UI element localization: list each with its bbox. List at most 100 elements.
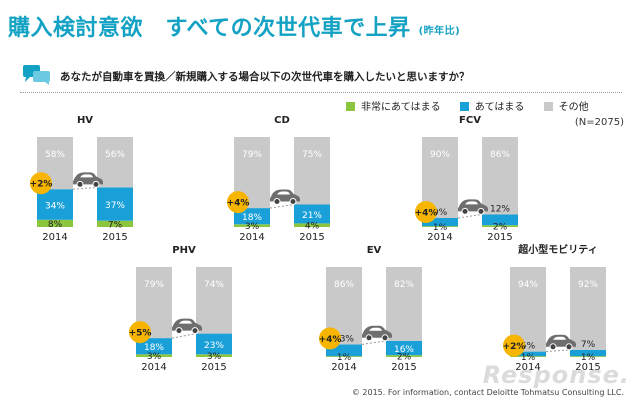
legend-swatch-applies — [459, 102, 469, 111]
chart-3-label-2015-applies: 12% — [490, 204, 510, 214]
chart-5-bar-2014-very — [326, 356, 362, 357]
chart-3-car-wheel-rear — [477, 207, 485, 215]
chart-6-label-2015-other: 92% — [578, 280, 598, 290]
chart-4-bar-2014-very — [136, 354, 172, 357]
chart-2-xtick-2014: 2014 — [239, 232, 264, 243]
legend: 非常にあてはまる あてはまる その他 — [346, 98, 605, 113]
chart-1-car-wheel-rear — [92, 180, 100, 188]
question-row: あなたが自動車を買換／新規購入する場合以下の次世代車を購入したいと思いますか？ — [20, 64, 620, 88]
chart-3-group: FCV 1% 9% 90% 2014 2% 12% 86% 2015 +4% — [415, 115, 518, 243]
chart-2-car-wheel-front — [273, 198, 281, 205]
chart-6-title: 超小型モビリティ — [517, 243, 597, 256]
chart-6-label-2014-very: 1% — [521, 353, 536, 363]
chart-1-change-label: +2% — [30, 180, 53, 190]
chart-5-change-badge — [319, 327, 341, 350]
chart-2-label-2015-other: 75% — [302, 150, 322, 160]
chart-4-change-label: +5% — [129, 329, 152, 339]
chart-1-label-2015-applies: 37% — [105, 201, 125, 211]
legend-item-very: 非常にあてはまる — [346, 98, 441, 113]
chart-1-bar-2015-very — [97, 220, 133, 227]
chart-5-label-2014-applies: 13% — [334, 334, 354, 344]
chart-1-bar-2014-applies — [37, 189, 73, 220]
chart-3-trend-line — [457, 213, 483, 219]
chart-3-bar-2015-very — [482, 225, 518, 227]
chart-1-car-wheel-front — [76, 180, 84, 188]
chart-1-label-2014-very: 8% — [48, 220, 63, 230]
chart-6-bar-2015-applies — [570, 349, 606, 357]
chart-2-label-2014-other: 79% — [242, 150, 262, 160]
chart-2-label-2015-very: 4% — [305, 222, 320, 232]
chart-4-label-2015-other: 74% — [204, 280, 224, 290]
chart-2-car-window — [277, 191, 290, 195]
chart-2-bar-2014-applies — [234, 208, 270, 225]
chart-4-label-2015-applies: 23% — [204, 341, 224, 351]
chart-3-bar-2015-applies — [482, 214, 518, 226]
chart-6-bar-2014-very — [510, 356, 546, 357]
chart-6-change-label: +2% — [503, 342, 526, 352]
chart-3-label-2014-other: 90% — [430, 150, 450, 160]
chart-5-bar-2014-applies — [326, 344, 362, 357]
chart-6-car-wheel-front — [549, 343, 557, 351]
chart-3-bar-2015-other — [482, 137, 518, 215]
chart-3-change-badge — [415, 201, 437, 223]
chart-4-title: PHV — [172, 245, 196, 256]
chart-5-car-wheel-rear — [381, 334, 389, 342]
chart-2-xtick-2015: 2015 — [299, 232, 324, 243]
legend-label-applies: あてはまる — [474, 102, 525, 113]
chart-1-car-icon — [73, 172, 103, 188]
chart-5-label-2014-very: 1% — [337, 353, 352, 363]
chart-2-car-icon — [270, 189, 300, 205]
chart-6-car-wheel-rear — [565, 343, 573, 351]
chart-5-xtick-2015: 2015 — [391, 362, 416, 373]
chart-4-change-badge — [129, 321, 151, 344]
question-divider — [20, 92, 622, 93]
chart-2-bar-2015-applies — [294, 204, 330, 224]
chart-2-label-2014-very: 3% — [245, 222, 260, 232]
chart-4-label-2014-very: 3% — [147, 352, 162, 362]
chart-5-bar-2015-other — [386, 267, 422, 341]
chart-5-car-window — [369, 327, 382, 331]
chart-6-xtick-2014: 2014 — [515, 362, 540, 373]
chart-2-bar-2015-very — [294, 223, 330, 227]
page-title: 購入検討意欲 すべての次世代車で上昇 (昨年比) — [8, 10, 460, 42]
speech-bubble-icon — [22, 64, 52, 90]
chart-3-xtick-2014: 2014 — [427, 232, 452, 243]
chart-1-label-2014-other: 58% — [45, 150, 65, 160]
chart-4-car-wheel-front — [175, 327, 183, 335]
chart-5-bar-2015-applies — [386, 340, 422, 356]
chart-1-label-2014-applies: 34% — [45, 202, 65, 212]
chart-4-xtick-2014: 2014 — [141, 362, 166, 373]
chart-6-change-badge — [503, 334, 525, 357]
chart-6-trend-line — [545, 349, 571, 353]
chart-5-label-2014-other: 86% — [334, 280, 354, 290]
sample-size-note: (N=2075) — [574, 117, 624, 128]
chart-6-car-icon — [546, 334, 576, 351]
chart-6-bar-2015-very — [570, 356, 606, 357]
chart-3-car-wheel-front — [461, 207, 469, 215]
chart-3-car-icon — [458, 199, 488, 215]
chart-1-xtick-2014: 2014 — [42, 232, 67, 243]
chart-1-car-window — [80, 174, 93, 178]
chart-4-bar-2014-applies — [136, 338, 172, 355]
chart-1-bar-2015-applies — [97, 187, 133, 221]
chart-4-car-window — [179, 320, 192, 324]
survey-question: あなたが自動車を買換／新規購入する場合以下の次世代車を購入したいと思いますか？ — [60, 71, 470, 83]
chart-5-trend-line — [361, 340, 387, 345]
chart-2-bar-2015-other — [294, 137, 330, 205]
response-watermark: Response. — [482, 361, 630, 389]
chart-5-group: EV 1% 13% 86% 2014 2%16% 82% 2015 +4% — [319, 245, 422, 373]
chart-2-label-2015-applies: 21% — [302, 211, 322, 221]
chart-4-label-2014-applies: 18% — [144, 343, 164, 353]
chart-1-change-badge — [30, 172, 52, 195]
chart-1-bar-2014-very — [37, 219, 73, 227]
chart-2-change-label: +4% — [227, 199, 250, 209]
chart-3-label-2014-very: 1% — [433, 223, 448, 233]
chart-3-label-2014-applies: 9% — [433, 208, 448, 218]
chart-3-label-2015-other: 86% — [490, 150, 510, 160]
chart-1-group: HV 8% 34% 58% 2014 7% 37% 56% 2015 +2% — [30, 115, 133, 243]
chart-6-bar-2015-other — [570, 267, 606, 350]
chart-2-bar-2014-very — [234, 224, 270, 227]
